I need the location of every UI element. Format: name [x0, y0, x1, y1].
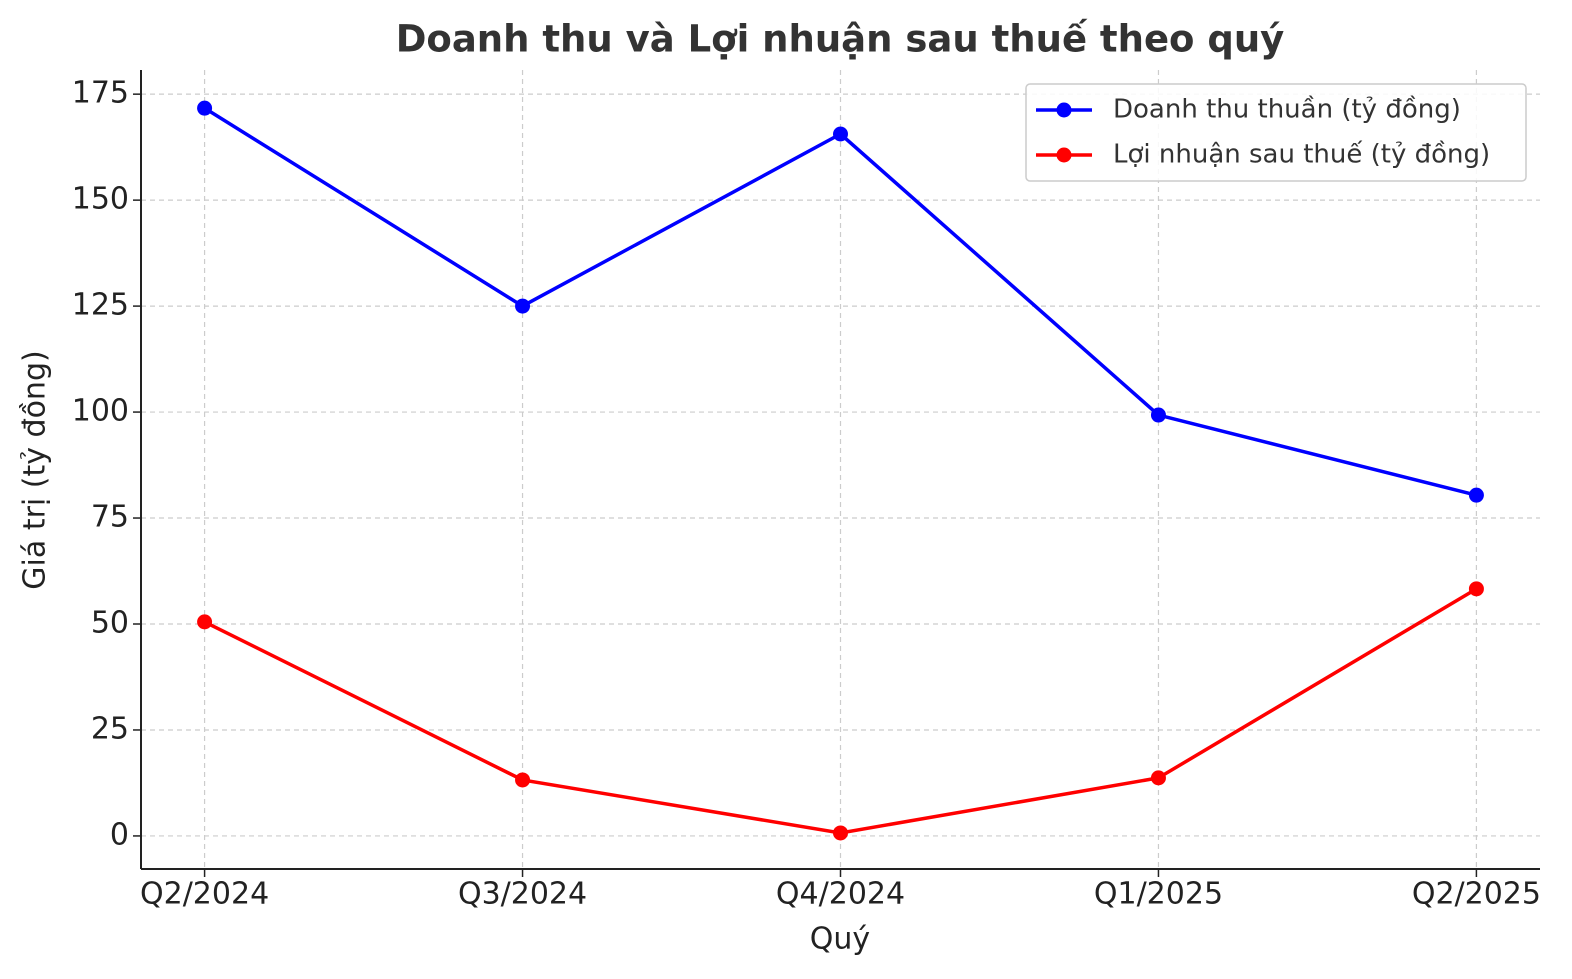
data-point — [515, 772, 531, 788]
x-tick-label: Q1/2025 — [1094, 877, 1223, 912]
x-tick-label: Q4/2024 — [776, 877, 905, 912]
y-tick-label: 100 — [72, 394, 129, 429]
legend-label: Lợi nhuận sau thuế (tỷ đồng) — [1113, 140, 1490, 170]
x-tick-label: Q2/2025 — [1412, 877, 1541, 912]
data-point — [1468, 487, 1484, 503]
data-point — [197, 100, 213, 116]
y-tick-label: 25 — [91, 711, 129, 746]
x-axis-label: Quý — [810, 922, 870, 957]
y-tick-label: 75 — [91, 500, 129, 535]
y-tick-label: 50 — [91, 606, 129, 641]
y-axis-label: Giá trị (tỷ đồng) — [18, 350, 53, 589]
data-point — [833, 825, 848, 841]
y-tick-label: 150 — [72, 182, 129, 217]
chart-title: Doanh thu và Lợi nhuận sau thuế theo quý — [396, 18, 1285, 61]
legend-marker — [1056, 102, 1072, 118]
legend-marker — [1056, 147, 1072, 163]
data-point — [515, 298, 531, 314]
data-point — [1150, 770, 1166, 786]
data-point — [1468, 581, 1484, 597]
x-tick-label: Q3/2024 — [458, 877, 587, 912]
legend-label: Doanh thu thuần (tỷ đồng) — [1113, 95, 1461, 125]
y-tick-label: 125 — [72, 288, 129, 323]
data-point — [1150, 407, 1166, 423]
data-point — [833, 126, 848, 142]
data-point — [197, 614, 213, 630]
y-tick-label: 0 — [110, 817, 129, 852]
legend-box — [1025, 83, 1527, 182]
x-tick-label: Q2/2024 — [140, 877, 269, 912]
y-tick-label: 175 — [72, 76, 129, 111]
